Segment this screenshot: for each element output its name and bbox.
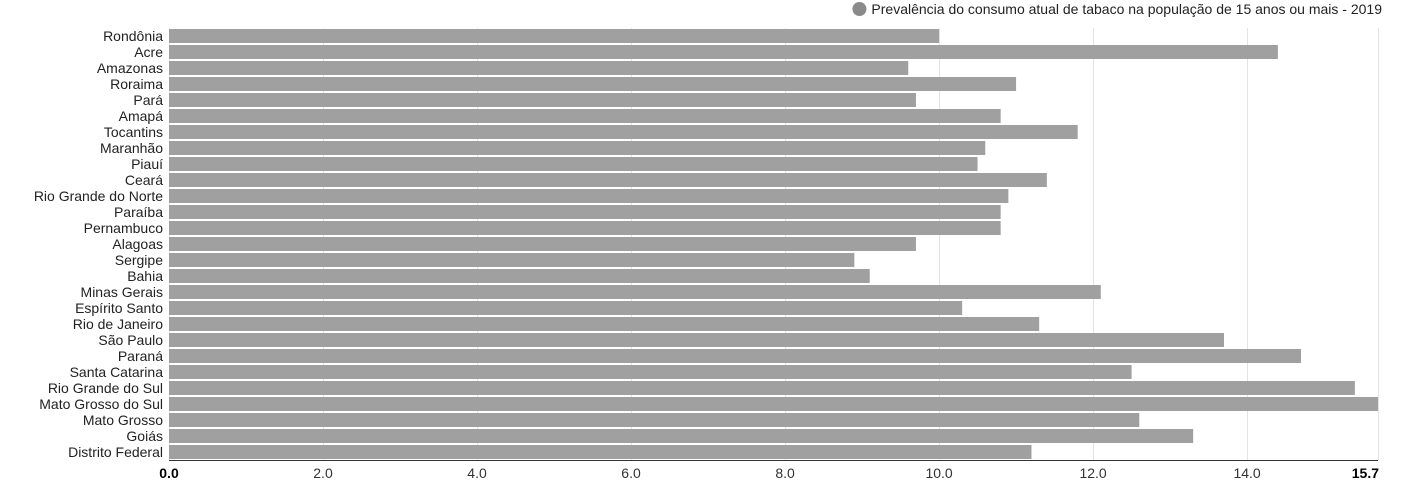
category-label-25: Goiás bbox=[126, 428, 163, 444]
bar-18[interactable] bbox=[169, 317, 1040, 331]
bar-25[interactable] bbox=[169, 429, 1194, 443]
category-label-21: Santa Catarina bbox=[70, 364, 164, 380]
category-label-16: Minas Gerais bbox=[81, 284, 163, 300]
x-tick-label-4: 8.0 bbox=[775, 465, 795, 481]
bar-20[interactable] bbox=[169, 349, 1301, 363]
bar-9[interactable] bbox=[169, 173, 1047, 187]
category-label-3: Roraima bbox=[110, 76, 163, 92]
bar-2[interactable] bbox=[169, 61, 909, 75]
bar-7[interactable] bbox=[169, 141, 986, 155]
bar-0[interactable] bbox=[169, 29, 940, 43]
legend-marker-icon bbox=[852, 2, 867, 16]
bar-13[interactable] bbox=[169, 237, 916, 251]
category-label-15: Bahia bbox=[127, 268, 163, 284]
x-tick-label-3: 6.0 bbox=[621, 465, 641, 481]
category-label-17: Espírito Santo bbox=[75, 300, 163, 316]
bar-3[interactable] bbox=[169, 77, 1017, 91]
legend-label: Prevalência do consumo atual de tabaco n… bbox=[871, 1, 1382, 17]
category-label-4: Pará bbox=[133, 92, 163, 108]
bar-22[interactable] bbox=[169, 381, 1355, 395]
category-label-9: Ceará bbox=[125, 172, 163, 188]
bar-6[interactable] bbox=[169, 125, 1078, 139]
bar-8[interactable] bbox=[169, 157, 978, 171]
category-label-0: Rondônia bbox=[103, 28, 163, 44]
x-tick-label-2: 4.0 bbox=[467, 465, 487, 481]
category-label-18: Rio de Janeiro bbox=[73, 316, 163, 332]
bar-5[interactable] bbox=[169, 109, 1001, 123]
x-tick-label-0: 0.0 bbox=[159, 465, 179, 481]
category-label-1: Acre bbox=[134, 44, 163, 60]
bar-16[interactable] bbox=[169, 285, 1101, 299]
category-labels: RondôniaAcreAmazonasRoraimaParáAmapáToca… bbox=[34, 28, 163, 460]
x-tick-label-8: 15.7 bbox=[1352, 465, 1379, 481]
category-label-22: Rio Grande do Sul bbox=[48, 380, 163, 396]
x-tick-label-7: 14.0 bbox=[1233, 465, 1260, 481]
x-tick-label-6: 12.0 bbox=[1079, 465, 1106, 481]
bar-21[interactable] bbox=[169, 365, 1132, 379]
category-label-14: Sergipe bbox=[115, 252, 163, 268]
bar-11[interactable] bbox=[169, 205, 1001, 219]
category-label-26: Distrito Federal bbox=[68, 444, 163, 460]
bar-10[interactable] bbox=[169, 189, 1009, 203]
x-axis: 0.0 2.0 4.0 6.0 8.0 10.0 12.0 14.0 15.7 bbox=[159, 460, 1379, 481]
category-label-13: Alagoas bbox=[112, 236, 163, 252]
legend[interactable]: Prevalência do consumo atual de tabaco n… bbox=[852, 1, 1382, 17]
bar-23[interactable] bbox=[169, 397, 1378, 411]
bar-1[interactable] bbox=[169, 45, 1278, 59]
bar-layer bbox=[169, 29, 1378, 459]
x-tick-label-5: 10.0 bbox=[925, 465, 952, 481]
bar-15[interactable] bbox=[169, 269, 870, 283]
category-label-11: Paraíba bbox=[114, 204, 163, 220]
bar-26[interactable] bbox=[169, 445, 1032, 459]
bar-12[interactable] bbox=[169, 221, 1001, 235]
bar-4[interactable] bbox=[169, 93, 916, 107]
x-tick-label-1: 2.0 bbox=[313, 465, 333, 481]
category-label-8: Piauí bbox=[131, 156, 163, 172]
bar-17[interactable] bbox=[169, 301, 963, 315]
bar-19[interactable] bbox=[169, 333, 1224, 347]
category-label-23: Mato Grosso do Sul bbox=[39, 396, 163, 412]
category-label-7: Maranhão bbox=[100, 140, 163, 156]
category-label-2: Amazonas bbox=[97, 60, 163, 76]
category-label-24: Mato Grosso bbox=[83, 412, 163, 428]
category-label-10: Rio Grande do Norte bbox=[34, 188, 163, 204]
category-label-12: Pernambuco bbox=[84, 220, 164, 236]
category-label-20: Paraná bbox=[118, 348, 163, 364]
category-label-5: Amapá bbox=[119, 108, 164, 124]
category-label-19: São Paulo bbox=[98, 332, 163, 348]
bar-24[interactable] bbox=[169, 413, 1140, 427]
bar-14[interactable] bbox=[169, 253, 855, 267]
category-label-6: Tocantins bbox=[104, 124, 163, 140]
